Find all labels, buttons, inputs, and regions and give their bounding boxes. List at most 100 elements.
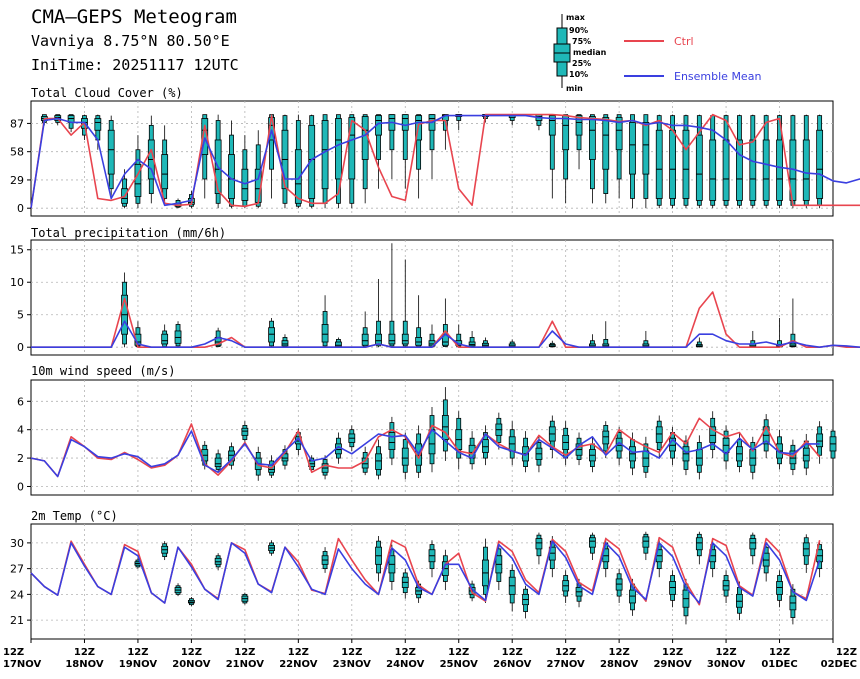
ensemble-box <box>468 330 476 348</box>
ytick-label: 2 <box>17 452 24 465</box>
box-p25-p75 <box>348 117 356 180</box>
ensemble-box <box>548 114 556 199</box>
ensemble-box <box>401 432 409 480</box>
box-p25-p75 <box>749 538 757 550</box>
ensemble-box <box>749 436 757 480</box>
ensemble-box <box>629 578 636 616</box>
ensemble-box <box>548 340 556 348</box>
box-p10-p90 <box>389 320 395 347</box>
ensemble-box <box>335 114 342 209</box>
ensemble-box <box>762 114 770 209</box>
ensemble-box <box>522 585 529 619</box>
xtick-time-label: 12Z <box>555 647 576 658</box>
box-p25-p75 <box>401 447 409 466</box>
panel-title-cloud: Total Cloud Cover (%) <box>31 86 183 100</box>
box-p25-p75 <box>441 415 449 441</box>
panel-precip: 0 5 10 15 <box>10 239 860 356</box>
ensemble-box <box>508 421 516 466</box>
xtick-time-label: 12Z <box>181 647 202 658</box>
ytick-label: 5 <box>17 309 24 322</box>
panel-title-wind: 10m wind speed (m/s) <box>31 364 176 378</box>
box-p25-p75 <box>816 129 824 199</box>
ensemble-box <box>816 114 824 209</box>
ensemble-box <box>241 421 249 444</box>
xtick-time-label: 12Z <box>127 647 148 658</box>
ensemble-box <box>441 298 449 348</box>
ytick-label: 87 <box>10 117 24 130</box>
box-p25-p75 <box>589 537 596 548</box>
box-legend: max 90% 75% median 25% 10% min <box>553 13 607 93</box>
ensemble-box <box>241 135 249 209</box>
ensemble-box <box>535 532 543 565</box>
box-p25-p75 <box>548 115 556 136</box>
xtick-date-label: 01DEC <box>761 659 797 670</box>
ensemble-box <box>482 425 489 466</box>
box-p25-p75 <box>401 114 409 131</box>
panel-cloud-yaxis: 0 29 58 87 <box>10 117 31 215</box>
ensemble-box <box>482 538 489 603</box>
ensemble-box <box>268 540 276 556</box>
panel-cloud-lines <box>30 113 860 209</box>
box-p25-p75 <box>214 457 222 468</box>
ensemble-box <box>107 115 115 199</box>
ensemble-box <box>348 425 356 451</box>
xtick-date-label: 30NOV <box>707 659 746 670</box>
panel-temp-boxes <box>134 531 824 625</box>
ensemble-box <box>428 114 436 179</box>
ensemble-box <box>682 114 690 209</box>
ensemble-mean-line <box>31 320 860 349</box>
box-p25-p75 <box>709 139 717 201</box>
ensemble-box <box>308 114 316 209</box>
box-p25-p75 <box>776 139 783 201</box>
ytick-label: 4 <box>17 424 24 437</box>
box-p25-p75 <box>709 426 717 443</box>
box-p25-p75 <box>535 538 543 550</box>
ensemble-box <box>174 583 182 597</box>
panel-temp-lines <box>30 536 821 606</box>
ensemble-box <box>602 321 610 348</box>
ensemble-box <box>294 114 302 209</box>
box-p25-p75 <box>629 122 636 175</box>
box-p25-p75 <box>388 333 396 345</box>
ensemble-box <box>749 532 757 565</box>
box-p25-p75 <box>482 439 489 453</box>
ensemble-box <box>829 425 837 467</box>
box-p25-p75 <box>575 115 583 136</box>
xtick-time-label: 12Z <box>448 647 469 658</box>
ensemble-box <box>428 540 436 578</box>
ensemble-box <box>361 311 369 348</box>
box-p25-p75 <box>321 324 329 343</box>
box-p25-p75 <box>602 117 610 170</box>
box-p10-p90 <box>376 320 381 347</box>
ensemble-box <box>802 114 810 209</box>
ensemble-box <box>67 114 75 133</box>
ensemble-box <box>722 425 730 470</box>
panel-title-precip: Total precipitation (mm/6h) <box>31 226 227 240</box>
ensemble-box <box>602 421 610 459</box>
xtick-date-label: 24NOV <box>386 659 425 670</box>
ensemble-box <box>816 421 824 464</box>
box-legend-label-min: min <box>566 84 583 93</box>
box-p25-p75 <box>321 120 329 190</box>
panel-temp-frame <box>30 523 834 640</box>
ytick-label: 6 <box>17 395 24 408</box>
panel-wind: 0 2 4 6 <box>17 379 837 496</box>
box-p25-p75 <box>762 139 770 201</box>
xtick-date-label: 28NOV <box>600 659 639 670</box>
ensemble-box <box>455 411 463 470</box>
ensemble-box <box>401 568 409 599</box>
ensemble-box <box>789 298 797 348</box>
ytick-label: 0 <box>17 202 24 215</box>
box-p25-p75 <box>802 447 810 462</box>
xtick-date-label: 29NOV <box>653 659 692 670</box>
ensemble-box <box>589 334 596 348</box>
box-p25-p75 <box>361 333 369 346</box>
box-p25-p75 <box>655 426 663 443</box>
ensemble-box <box>615 568 623 603</box>
ensemble-box <box>428 406 436 473</box>
xtick-date-label: 17NOV <box>3 659 42 670</box>
xtick-date-label: 21NOV <box>226 659 265 670</box>
panel-precip-frame <box>30 239 834 356</box>
ensemble-box <box>562 570 570 603</box>
ensemble-box <box>161 541 169 561</box>
